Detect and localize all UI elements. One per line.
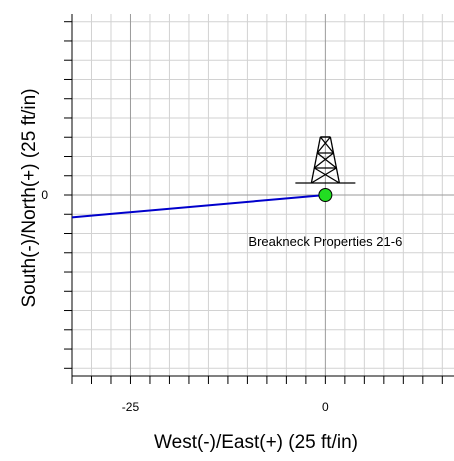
y-axis-title: South(-)/North(+) (25 ft/in) <box>19 88 40 307</box>
derrick-strut <box>310 136 322 184</box>
derrick-strut <box>319 136 335 154</box>
derrick-strut <box>313 152 334 169</box>
x-tick-label: 0 <box>322 400 329 414</box>
y-tick-label: 0 <box>41 188 48 202</box>
derrick-strut <box>316 152 337 169</box>
derrick-icon <box>295 136 356 184</box>
derrick-strut <box>316 136 331 154</box>
well-group: Breakneck Properties 21-6 <box>248 136 402 249</box>
well-label: Breakneck Properties 21-6 <box>248 234 402 249</box>
ticks <box>64 21 443 384</box>
wellbore-path-line <box>71 194 326 219</box>
derrick-strut <box>329 136 341 184</box>
tick-labels: -25 0 0 <box>41 188 329 414</box>
x-tick-label: -25 <box>122 400 140 414</box>
x-axis-title: West(-)/East(+) (25 ft/in) <box>154 432 358 453</box>
derrick-strut <box>311 167 337 184</box>
series-group <box>71 194 326 219</box>
well-marker <box>318 188 333 202</box>
derrick-strut <box>313 167 340 184</box>
grid-major <box>72 14 454 376</box>
